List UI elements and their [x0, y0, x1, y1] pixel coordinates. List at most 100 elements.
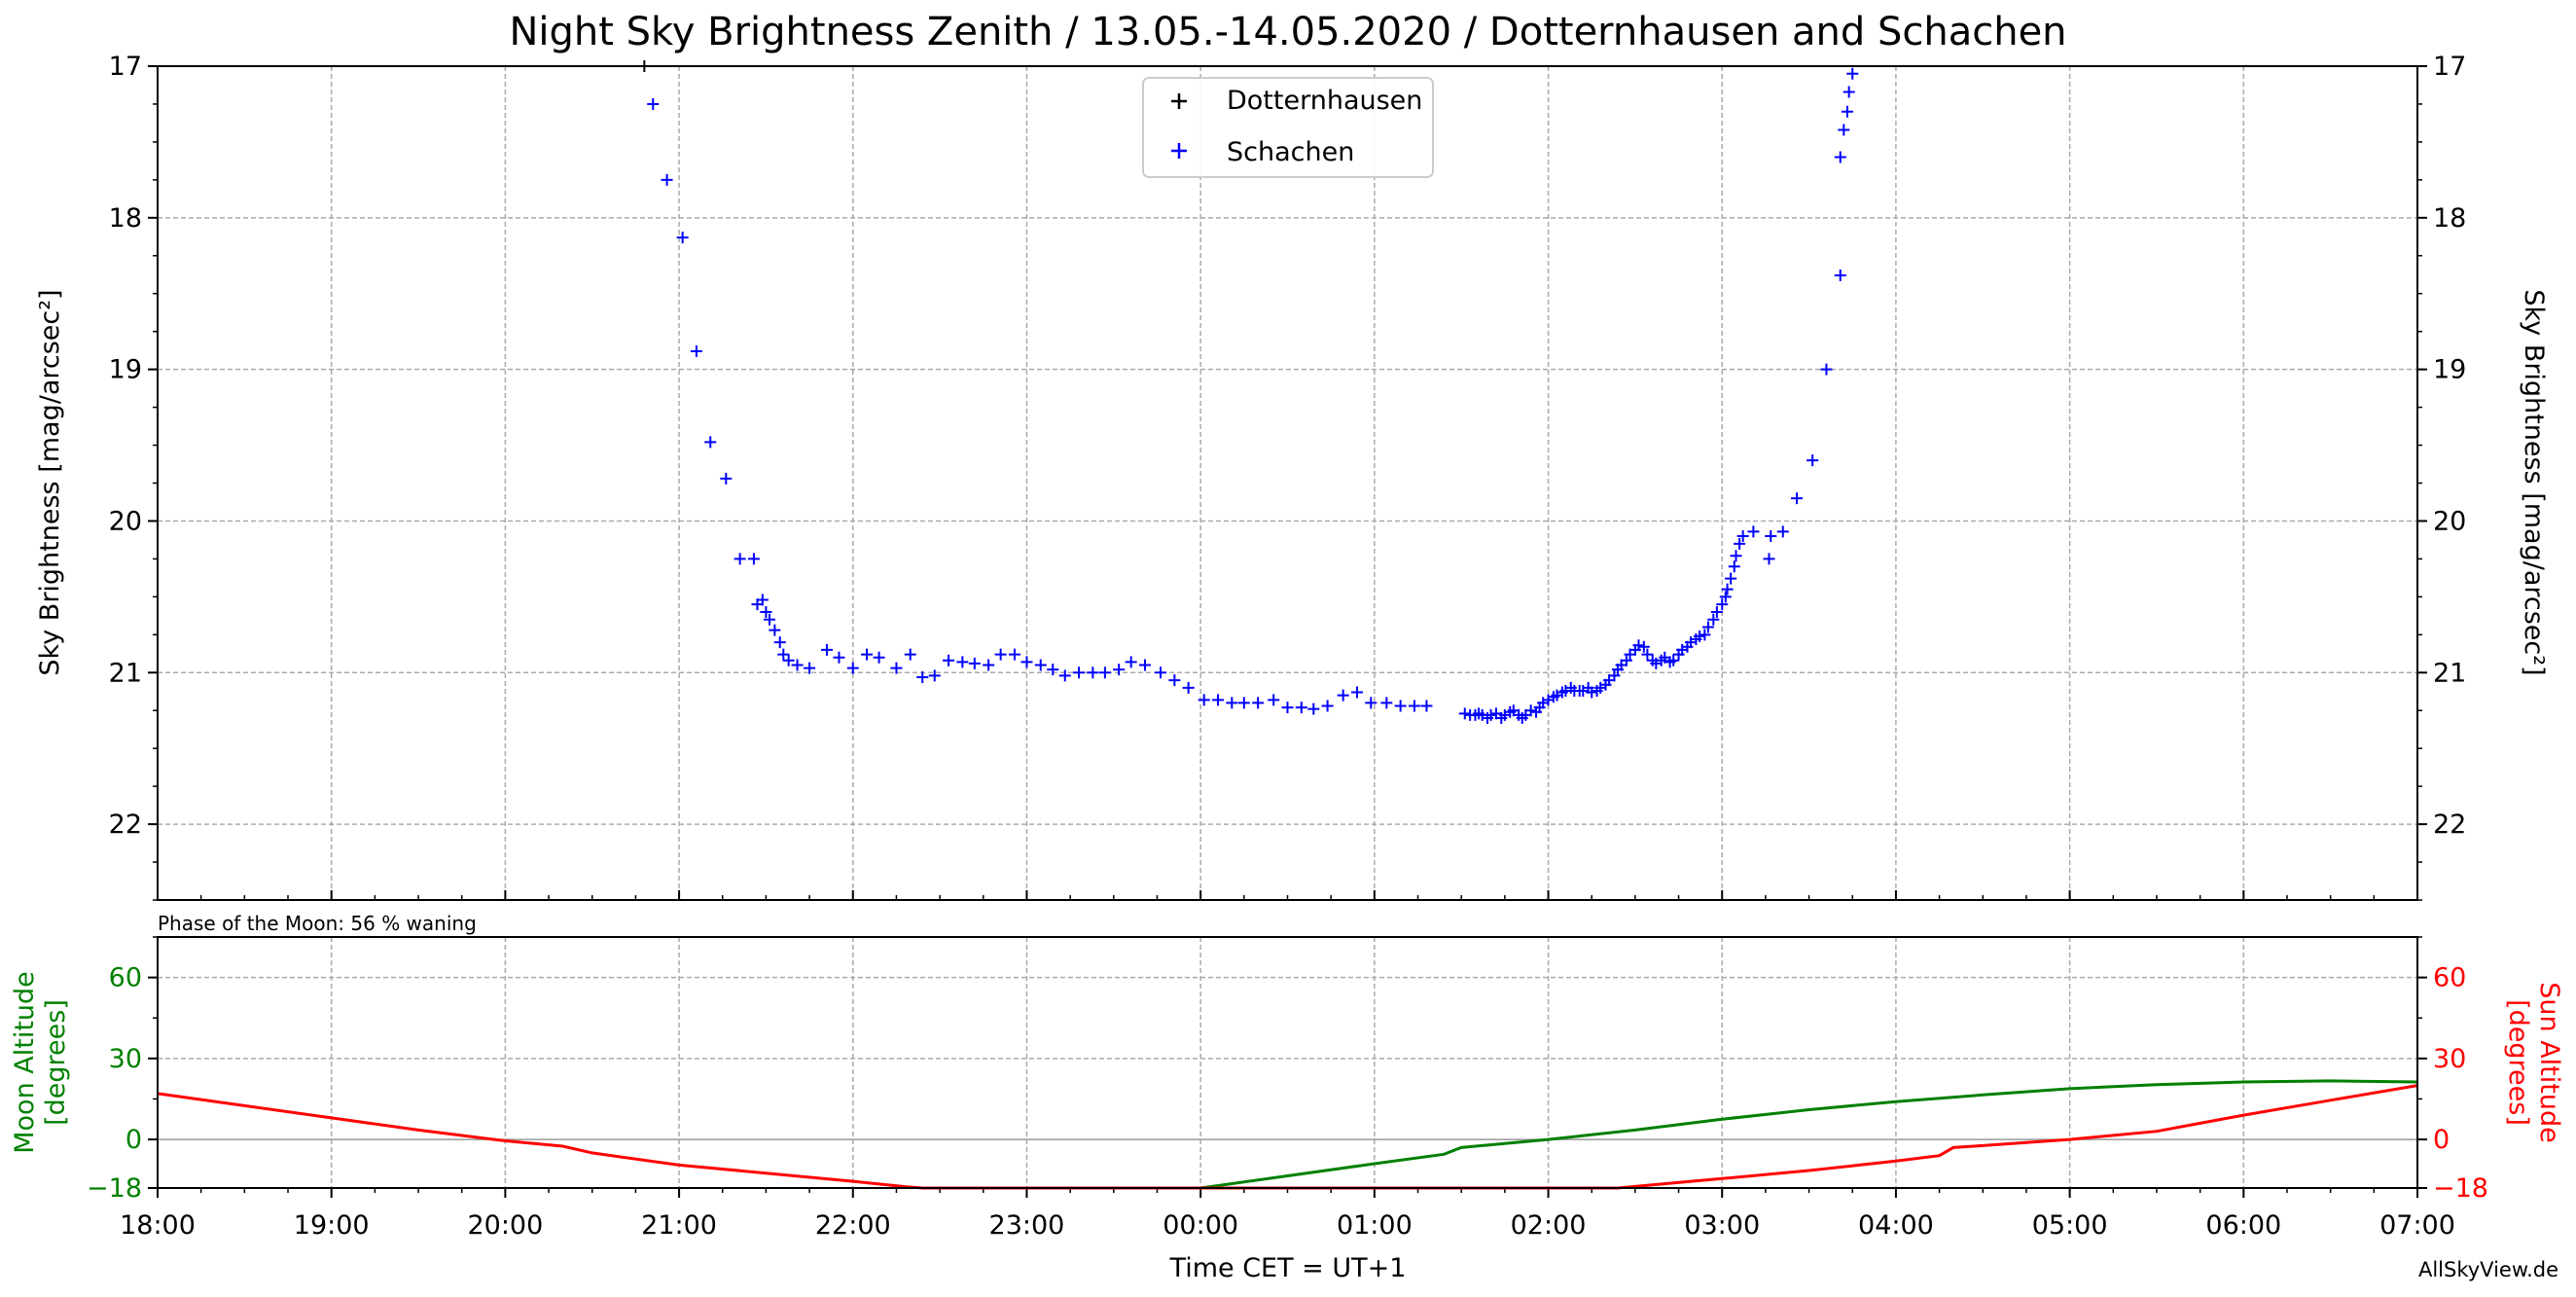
x-tick-label: 07:00 [2379, 1210, 2455, 1241]
schachen-point [916, 670, 929, 683]
schachen-point [1485, 708, 1497, 721]
x-tick-label: 19:00 [294, 1210, 370, 1241]
legend-label-schachen: Schachen [1227, 137, 1354, 167]
x-tick-label: 21:00 [641, 1210, 717, 1241]
schachen-point [747, 553, 760, 565]
y-axis-label-right: Sky Brightness [mag/arcsec²] [2519, 289, 2549, 675]
schachen-point [1843, 86, 1855, 98]
schachen-point [777, 648, 790, 661]
x-tick-label: 03:00 [1684, 1210, 1760, 1241]
x-axis-label: Time CET = UT+1 [1169, 1253, 1407, 1283]
y-tick-label-right: 18 [2433, 203, 2466, 234]
schachen-point [1846, 67, 1859, 80]
moon-y-tick-label: 0 [125, 1125, 142, 1155]
schachen-point [1716, 598, 1729, 611]
schachen-point [1087, 667, 1099, 679]
schachen-point [1834, 270, 1846, 282]
schachen-point [833, 651, 845, 664]
schachen-point [704, 436, 717, 449]
schachen-point [1641, 648, 1654, 661]
schachen-point [760, 605, 772, 618]
schachen-point [773, 636, 786, 649]
schachen-point [994, 648, 1007, 661]
y-tick-label-right: 21 [2433, 658, 2466, 688]
x-tick-label: 06:00 [2205, 1210, 2281, 1241]
schachen-point [1155, 667, 1167, 679]
moon-altitude-line [1199, 1079, 2418, 1190]
schachen-point [1776, 525, 1789, 538]
schachen-point [1765, 530, 1777, 543]
schachen-point [1380, 697, 1393, 709]
legend-label-dotternhausen: Dotternhausen [1227, 86, 1422, 116]
schachen-point [1701, 621, 1714, 633]
x-tick-label: 02:00 [1511, 1210, 1587, 1241]
schachen-point [1198, 694, 1210, 706]
schachen-point [1281, 702, 1294, 714]
schachen-point [1620, 654, 1632, 667]
top-plot-points [638, 60, 1859, 725]
credit-text: AllSkyView.de [2418, 1258, 2558, 1281]
schachen-point [928, 669, 941, 682]
schachen-point [1807, 454, 1819, 467]
sun-altitude-label-line1: Sun Altitude [2534, 982, 2564, 1142]
schachen-point [1350, 686, 1363, 699]
y-tick-label-right: 17 [2433, 52, 2466, 82]
schachen-point [983, 659, 995, 671]
schachen-point [904, 648, 916, 661]
schachen-point [1586, 686, 1598, 699]
y-tick-label-right: 19 [2433, 355, 2466, 385]
schachen-point [1694, 630, 1705, 642]
schachen-point [846, 662, 859, 674]
schachen-point [661, 173, 673, 186]
y-tick-label-left: 18 [109, 203, 142, 234]
x-tick-label: 23:00 [989, 1210, 1065, 1241]
legend-box [1142, 77, 1434, 178]
schachen-point [1458, 707, 1471, 720]
y-tick-label-left: 22 [109, 810, 142, 840]
schachen-point [756, 594, 769, 606]
schachen-point [1268, 694, 1280, 706]
moon-y-tick-label: −18 [87, 1173, 142, 1204]
schachen-point [1408, 700, 1420, 712]
schachen-point [1321, 700, 1334, 712]
schachen-point [1632, 639, 1645, 652]
schachen-point [1841, 105, 1853, 118]
sun-y-tick-label: 30 [2433, 1044, 2466, 1074]
schachen-point [1637, 640, 1650, 653]
schachen-point [1212, 694, 1225, 706]
schachen-point [1394, 700, 1407, 712]
schachen-point [1699, 629, 1711, 641]
schachen-point [1252, 697, 1265, 709]
schachen-point [861, 648, 874, 661]
moon-altitude-label-line1: Moon Altitude [10, 971, 40, 1154]
y-tick-label-left: 20 [109, 506, 142, 536]
schachen-point [1791, 492, 1804, 505]
schachen-point [1307, 703, 1320, 715]
schachen-point [733, 553, 746, 565]
schachen-point [873, 651, 885, 664]
x-tick-label: 20:00 [467, 1210, 543, 1241]
bottom-plot-frame [157, 936, 2418, 1189]
schachen-point [1047, 664, 1059, 676]
schachen-point [1226, 697, 1238, 709]
schachen-point [1034, 659, 1047, 671]
schachen-point [1365, 697, 1377, 709]
schachen-point [943, 654, 955, 667]
schachen-point [690, 344, 702, 357]
schachen-point [1098, 667, 1111, 679]
schachen-point [1295, 702, 1307, 714]
schachen-point [720, 472, 733, 485]
schachen-point [1838, 124, 1850, 136]
moon-y-tick-label: 30 [109, 1044, 142, 1074]
schachen-point [782, 654, 795, 667]
schachen-point [1834, 151, 1846, 163]
schachen-point [1237, 697, 1250, 709]
x-tick-label: 18:00 [120, 1210, 196, 1241]
schachen-point [1719, 591, 1732, 603]
schachen-point [1721, 583, 1734, 595]
y-axis-label-left: Sky Brightness [mag/arcsec²] [35, 289, 65, 675]
schachen-point [1008, 648, 1020, 661]
sun-altitude-label-line2: [degrees] [2503, 999, 2533, 1126]
top-plot-grid [157, 66, 2418, 900]
